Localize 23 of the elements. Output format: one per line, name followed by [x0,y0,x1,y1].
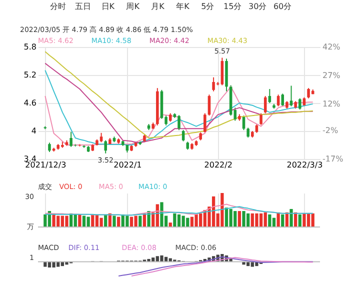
text: 60分 [273,2,292,11]
x-tick-label: 2021/12/3 [25,160,66,170]
text: 五日 [74,2,91,11]
text: 日K [101,2,116,11]
text: 月K [151,2,166,11]
x-tick-label: 2022/2 [204,160,232,170]
y2-tick-label: -17% [322,154,344,164]
text: 15分 [224,2,242,11]
y2-tick-label: -2% [322,126,338,136]
y-tick-label: 5.2 [24,70,36,80]
y2-tick-label: 12% [322,99,341,108]
y-tick-label: 4.6 [24,98,36,108]
text: 30分 [248,2,267,11]
y2-tick-label: 42% [322,42,341,52]
text: 年K [176,2,190,11]
x-tick-label: 2022/1 [114,160,142,170]
text: 周K [126,2,140,11]
y-tick-label: 5.8 [24,42,36,52]
text: 分时 [50,2,66,11]
y2-tick-label: 27% [322,70,341,80]
text: 5分 [201,2,214,11]
y-tick-label: 4 [31,126,36,136]
x-tick-label: 2022/3/3 [286,160,323,170]
